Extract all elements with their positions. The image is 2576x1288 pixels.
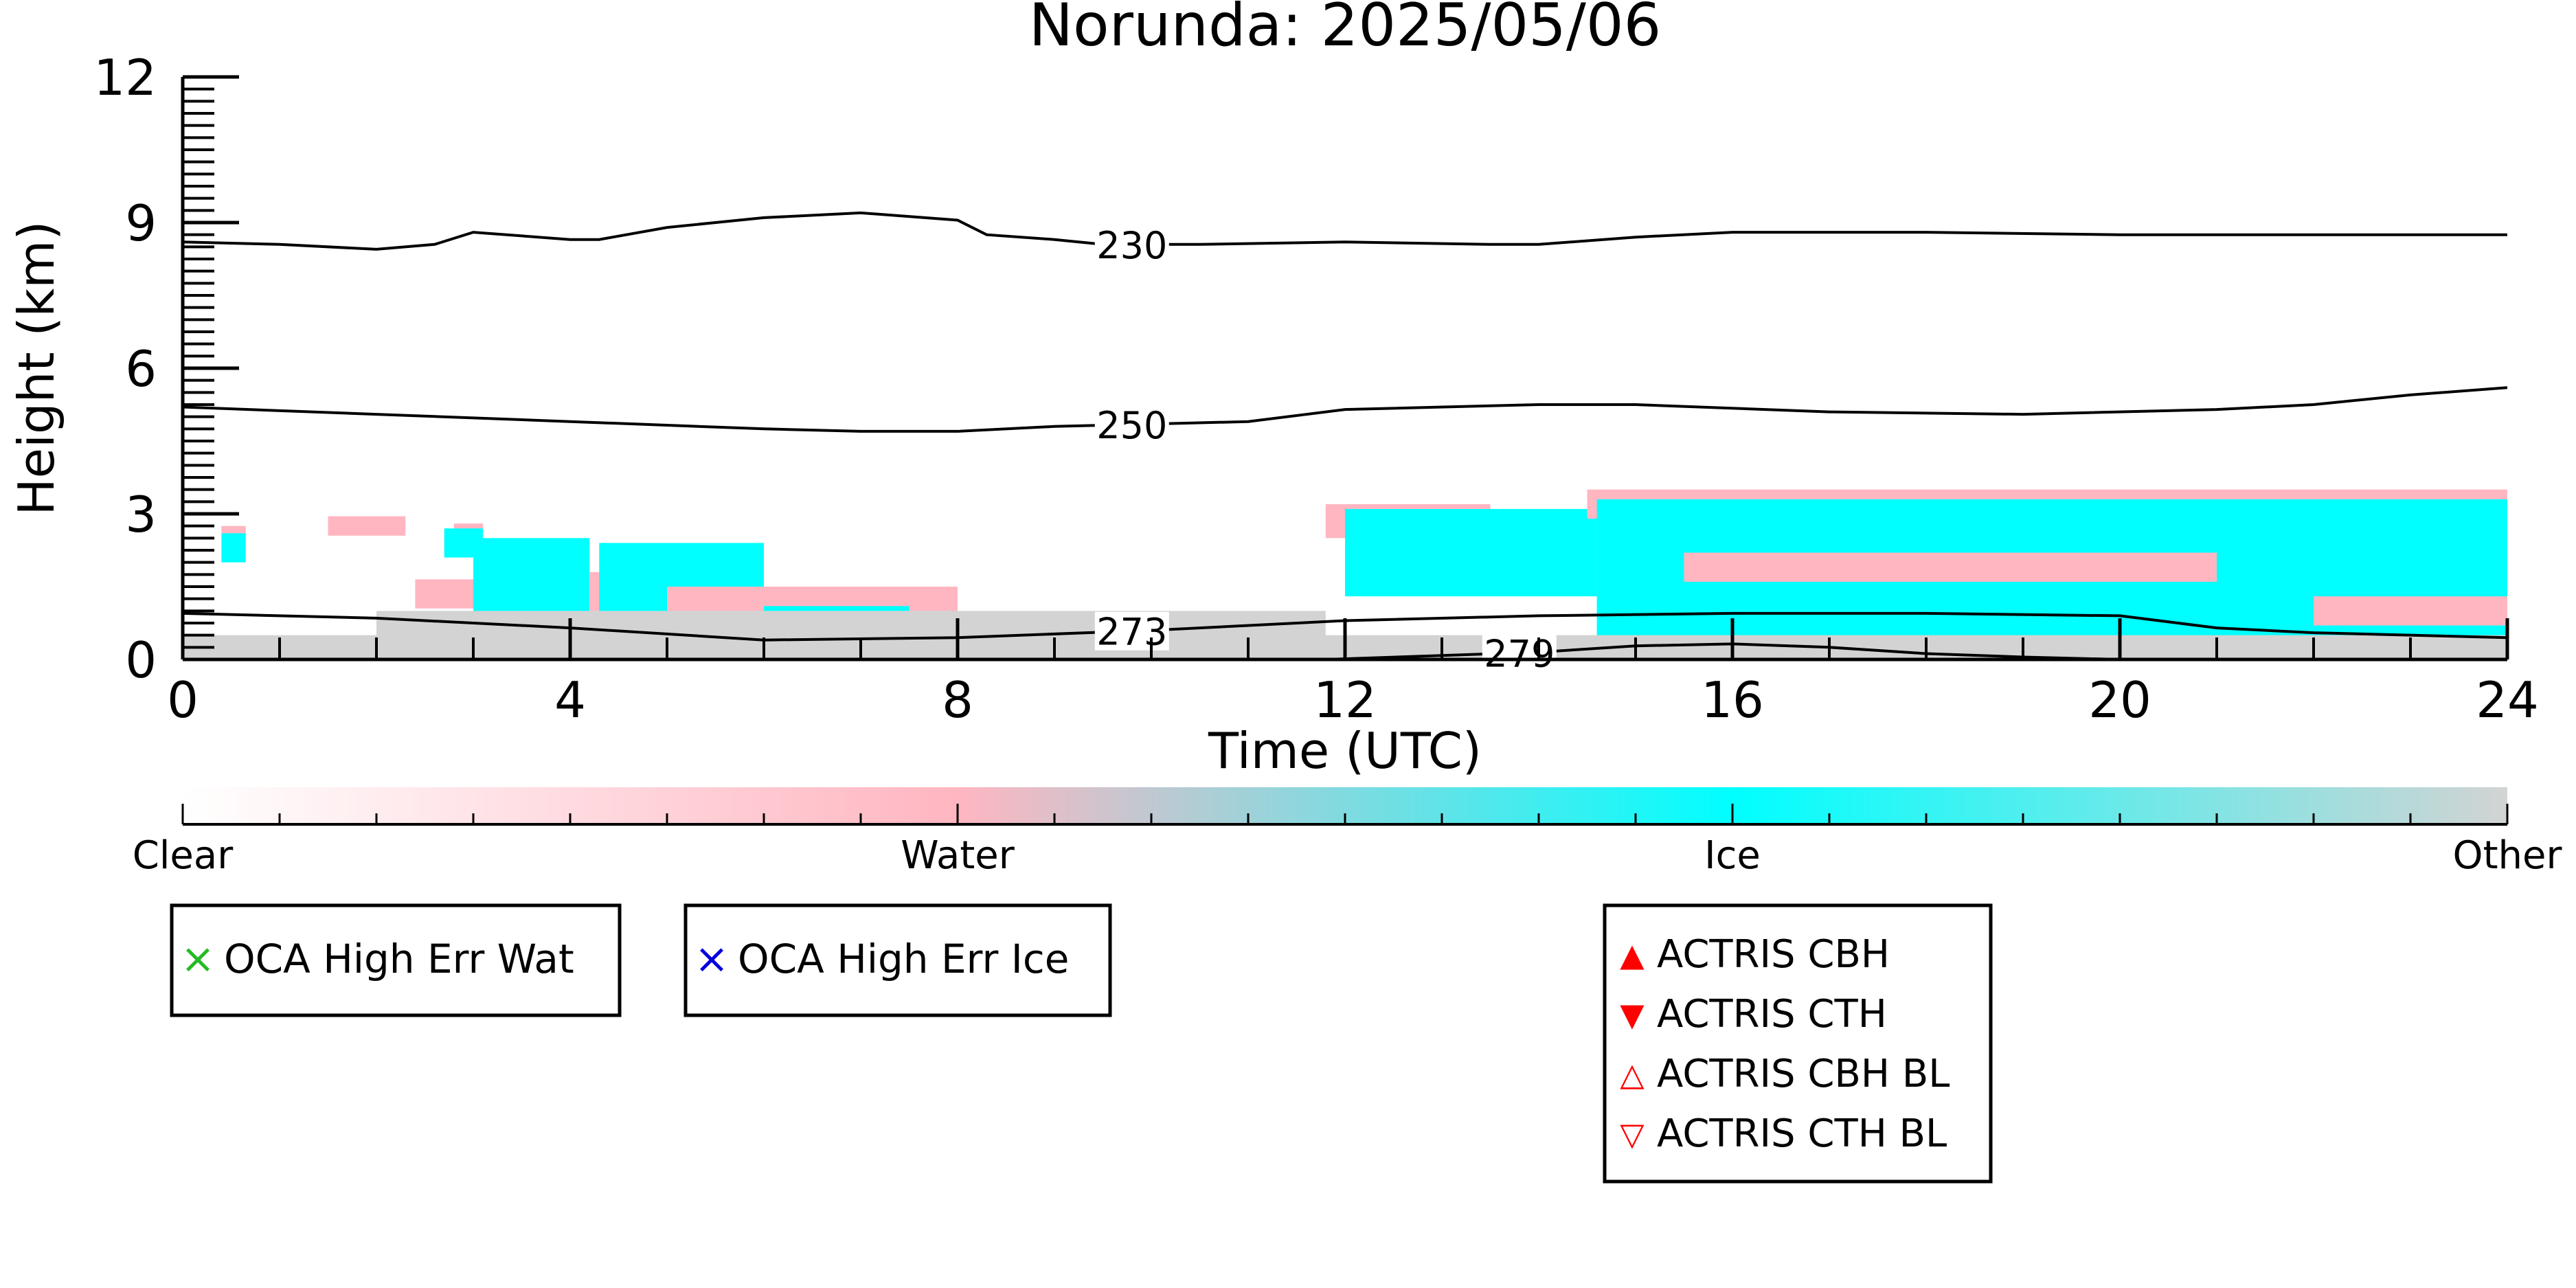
blue-cross-icon: × xyxy=(694,935,729,983)
x-tick-label: 20 xyxy=(2088,671,2151,729)
cloud-region-water xyxy=(328,516,406,536)
legend-label: ACTRIS CTH xyxy=(1657,992,1887,1037)
cloud-region-ice xyxy=(221,533,246,563)
classification-colorbar: Clear Water Ice Other xyxy=(133,787,2563,878)
contour-line-230 xyxy=(182,211,2507,251)
cloud-region-ice xyxy=(1345,508,1597,597)
x-axis-label: Time (UTC) xyxy=(1208,722,1482,780)
y-axis-label: Height (km) xyxy=(8,221,65,516)
chart-title: Norunda: 2025/05/06 xyxy=(1029,0,1662,60)
y-tick-label: 0 xyxy=(125,631,157,689)
legend-oca-ice: × OCA High Err Ice xyxy=(683,903,1112,1017)
contour-line-273 xyxy=(182,611,2508,642)
legend-label: OCA High Err Wat xyxy=(224,936,574,982)
legend-label: ACTRIS CTH BL xyxy=(1657,1111,1947,1156)
open-up-triangle-icon: △ xyxy=(1620,1056,1645,1093)
colorbar-label-ice: Ice xyxy=(1704,833,1761,878)
actris-legend-rows: ▲ ACTRIS CBH ▼ ACTRIS CTH △ ACTRIS CBH BL ▽ ACT… xyxy=(1620,932,1950,1156)
contour-label-bg xyxy=(1482,633,1557,673)
contour-label-230: 230 xyxy=(1096,224,1167,267)
legend-box xyxy=(170,903,622,1017)
y-tick-label: 6 xyxy=(125,340,157,398)
green-cross-icon: × xyxy=(181,935,215,983)
colorbar-ticks xyxy=(181,804,2509,824)
temperature-contours: 230 250 273 279 xyxy=(182,211,2508,675)
filled-down-triangle-icon: ▼ xyxy=(1620,996,1645,1033)
legend-label: OCA High Err Ice xyxy=(738,936,1069,982)
x-tick-label: 0 xyxy=(167,671,199,729)
open-down-triangle-icon: ▽ xyxy=(1620,1116,1645,1153)
contour-label-bg xyxy=(1094,225,1169,264)
legend-box xyxy=(1603,903,1993,1184)
contour-label-250: 250 xyxy=(1096,404,1167,447)
axis-ticks xyxy=(181,75,2509,662)
contour-line-250 xyxy=(182,386,2508,433)
legend-oca-water: × OCA High Err Wat xyxy=(170,903,622,1017)
y-tick-label: 3 xyxy=(125,486,157,543)
colorbar-label-clear: Clear xyxy=(133,833,234,878)
x-tick-label: 24 xyxy=(2476,671,2539,729)
legend-label: ACTRIS CBH BL xyxy=(1657,1052,1950,1096)
contour-label-bg xyxy=(1094,405,1169,444)
plot-area: 230 250 273 279 0 4 8 12 16 20 24 0 3 6 9 12 xyxy=(93,49,2538,729)
legend-actris: ▲ ACTRIS CBH ▼ ACTRIS CTH △ ACTRIS CBH BL ▽ ACT… xyxy=(1603,903,1993,1184)
x-tick-label: 8 xyxy=(942,671,973,729)
cloud-region-water xyxy=(2314,596,2507,626)
tick-labels: 0 4 8 12 16 20 24 0 3 6 9 12 xyxy=(93,49,2538,729)
colorbar-label-water: Water xyxy=(901,833,1015,878)
contour-label-273: 273 xyxy=(1096,611,1167,654)
legend-box xyxy=(683,903,1112,1017)
contour-label-279: 279 xyxy=(1484,632,1555,675)
colorbar-label-other: Other xyxy=(2452,833,2562,878)
y-tick-label: 9 xyxy=(125,194,157,252)
cloud-region-water xyxy=(1684,552,2217,582)
filled-up-triangle-icon: ▲ xyxy=(1620,936,1645,973)
x-tick-label: 4 xyxy=(554,671,586,729)
y-tick-label: 12 xyxy=(93,49,157,106)
x-tick-label: 12 xyxy=(1313,671,1377,729)
contour-label-bg xyxy=(1094,611,1169,651)
x-tick-label: 16 xyxy=(1701,671,1764,729)
legend-label: ACTRIS CBH xyxy=(1657,932,1890,977)
colorbar-labels: Clear Water Ice Other xyxy=(133,833,2563,878)
